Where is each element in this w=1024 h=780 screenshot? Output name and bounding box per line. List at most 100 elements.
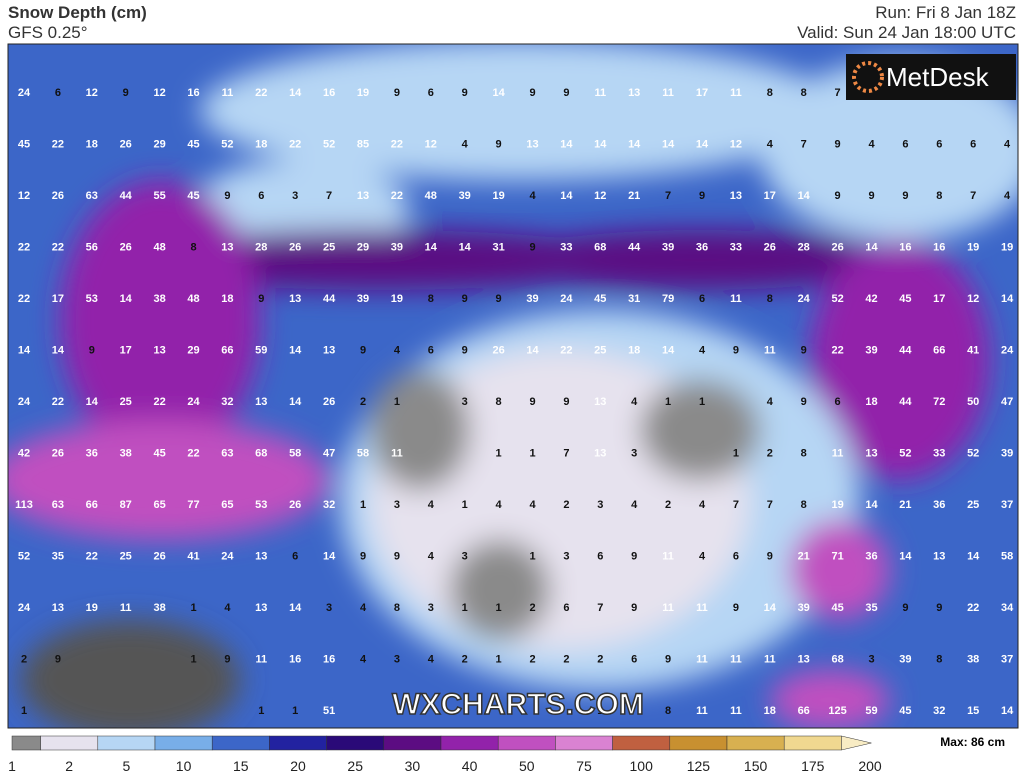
snow-value: 3 [868, 653, 874, 665]
snow-value: 7 [835, 87, 841, 99]
snow-value: 6 [428, 87, 434, 99]
snow-value: 12 [86, 87, 98, 99]
snow-value: 21 [899, 499, 911, 511]
snow-value: 13 [628, 87, 640, 99]
snow-value: 37 [1001, 653, 1013, 665]
snow-value: 48 [425, 190, 437, 202]
snow-value: 26 [52, 190, 64, 202]
snow-value: 9 [496, 138, 502, 150]
snow-value: 28 [255, 241, 267, 253]
snow-value: 31 [628, 293, 640, 305]
snow-value: 39 [899, 653, 911, 665]
colorbar-label: 15 [233, 758, 249, 774]
snow-value: 68 [831, 653, 843, 665]
colorbar-swatch [555, 735, 613, 751]
snow-value: 24 [221, 550, 234, 562]
snow-value: 42 [18, 447, 30, 459]
snow-value: 6 [936, 138, 942, 150]
snow-value: 63 [221, 447, 233, 459]
snow-value: 8 [767, 293, 773, 305]
snow-value: 44 [323, 293, 336, 305]
colorbar-label: 150 [744, 758, 768, 774]
snow-value: 3 [462, 550, 468, 562]
snow-value: 9 [801, 344, 807, 356]
snow-value: 63 [86, 190, 98, 202]
snow-value: 79 [662, 293, 674, 305]
snow-value: 51 [323, 705, 335, 717]
snow-value: 4 [767, 138, 774, 150]
snow-value: 13 [933, 550, 945, 562]
snow-value: 37 [1001, 499, 1013, 511]
colorbar-label: 30 [405, 758, 421, 774]
snow-value: 3 [326, 602, 332, 614]
snow-value: 58 [1001, 550, 1013, 562]
snow-value: 7 [597, 602, 603, 614]
snow-value: 85 [357, 138, 369, 150]
colorbar-swatch [726, 735, 785, 751]
snow-value: 29 [357, 241, 369, 253]
map: 24 6 12 9 12 16 11 22 14 16 19 9 6 9 14 9 9 11 13 11 17 11 8 8 7… [8, 44, 1018, 728]
run-info: Run: Fri 8 Jan 18Z [875, 3, 1016, 22]
snow-value: 8 [801, 447, 807, 459]
snow-value: 14 [594, 138, 607, 150]
snow-value: 22 [560, 344, 572, 356]
snow-value: 53 [86, 293, 98, 305]
colorbar-swatch [669, 735, 728, 751]
colorbar-swatch [326, 735, 385, 751]
colorbar-swatch [440, 735, 499, 751]
snow-value: 6 [563, 602, 569, 614]
snow-value: 6 [902, 138, 908, 150]
snow-value: 4 [529, 499, 536, 511]
snow-value: 9 [936, 602, 942, 614]
snow-value: 55 [153, 190, 165, 202]
snow-value: 35 [52, 550, 64, 562]
colorbar-label: 20 [290, 758, 306, 774]
snow-value: 113 [15, 499, 33, 511]
snow-value: 9 [665, 653, 671, 665]
snow-value: 45 [899, 705, 911, 717]
snow-value: 6 [631, 653, 637, 665]
snow-value: 44 [899, 396, 912, 408]
snow-value: 13 [357, 190, 369, 202]
snow-value: 25 [967, 499, 979, 511]
snow-value: 6 [428, 344, 434, 356]
snow-value: 14 [52, 344, 65, 356]
snow-value: 13 [289, 293, 301, 305]
snow-value: 11 [730, 705, 742, 717]
snow-value: 39 [865, 344, 877, 356]
snow-value: 9 [631, 602, 637, 614]
snow-value: 22 [52, 138, 64, 150]
snow-value: 6 [699, 293, 705, 305]
snow-value: 36 [865, 550, 877, 562]
snow-value: 24 [560, 293, 573, 305]
snow-value: 19 [967, 241, 979, 253]
snow-value: 39 [798, 602, 810, 614]
snow-value: 19 [831, 499, 843, 511]
snow-value: 26 [120, 241, 132, 253]
map-frame [7, 43, 1019, 729]
snow-value: 6 [835, 396, 841, 408]
snow-value: 36 [86, 447, 98, 459]
snow-value: 11 [120, 602, 132, 614]
snow-value: 56 [86, 241, 98, 253]
colorbar-label: 125 [687, 758, 711, 774]
snow-value: 9 [801, 396, 807, 408]
snow-value: 7 [563, 447, 569, 459]
snow-value: 77 [187, 499, 199, 511]
snow-value: 2 [529, 602, 535, 614]
snow-value: 72 [933, 396, 945, 408]
snow-value: 9 [631, 550, 637, 562]
snow-value: 7 [326, 190, 332, 202]
snow-value: 13 [255, 602, 267, 614]
snow-value: 18 [255, 138, 267, 150]
snow-value: 14 [289, 396, 302, 408]
snow-value: 44 [899, 344, 912, 356]
snow-value: 52 [899, 447, 911, 459]
snow-value: 14 [425, 241, 438, 253]
snow-value: 3 [394, 653, 400, 665]
logo-icon [852, 61, 884, 93]
snow-value: 14 [560, 138, 573, 150]
colorbar: 1 2 5 10 15 20 25 30 40 50 75 100 125 150 175 200 [8, 735, 882, 774]
snow-value: 52 [323, 138, 335, 150]
snow-value: 12 [594, 190, 606, 202]
